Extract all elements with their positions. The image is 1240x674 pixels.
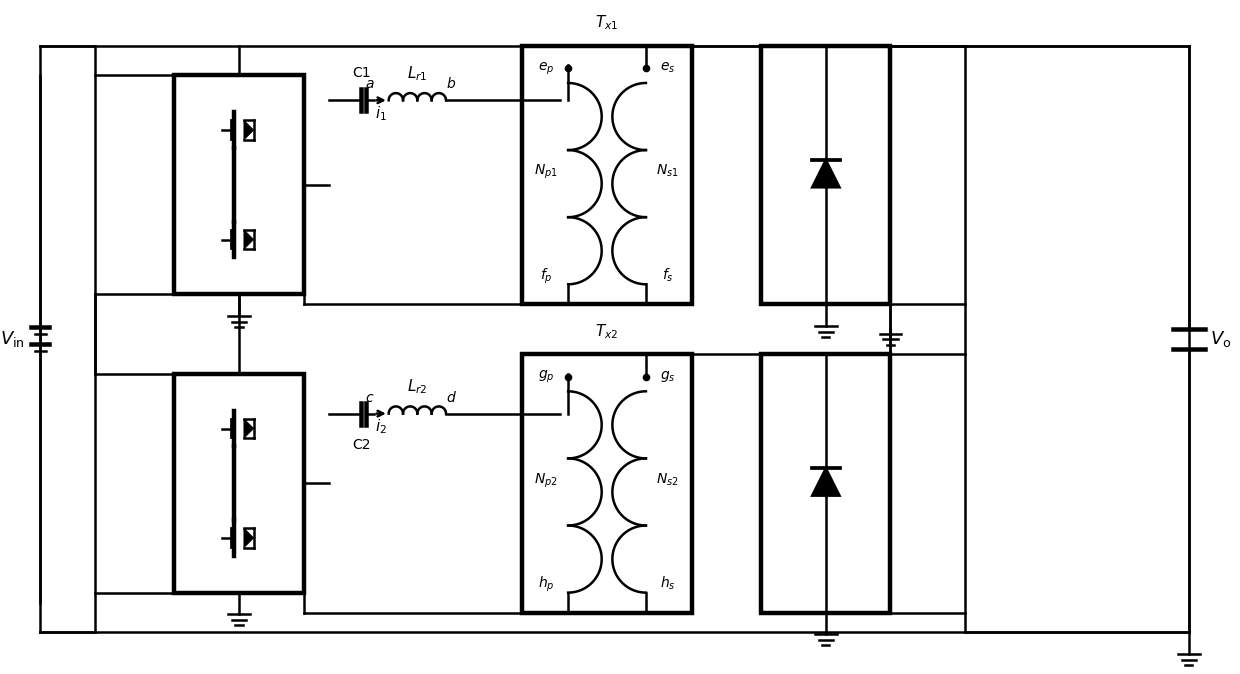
Text: $V_{\rm o}$: $V_{\rm o}$	[1210, 329, 1231, 349]
Polygon shape	[244, 230, 254, 249]
Text: $i_1$: $i_1$	[376, 104, 387, 123]
Bar	[522, 46, 692, 304]
Text: $L_{r1}$: $L_{r1}$	[407, 65, 428, 83]
Bar	[522, 354, 692, 613]
Bar	[175, 374, 304, 592]
Text: $N_{s2}$: $N_{s2}$	[656, 471, 680, 487]
Bar	[175, 75, 304, 295]
Text: $N_{p2}$: $N_{p2}$	[534, 471, 558, 489]
Text: $i_2$: $i_2$	[376, 417, 387, 436]
Text: $g_s$: $g_s$	[660, 369, 676, 384]
Text: $d$: $d$	[445, 390, 456, 404]
Text: $e_p$: $e_p$	[538, 61, 554, 77]
Text: $T_{x1}$: $T_{x1}$	[595, 13, 619, 32]
Text: $N_{s1}$: $N_{s1}$	[656, 163, 680, 179]
Text: $a$: $a$	[365, 78, 374, 92]
Polygon shape	[244, 419, 254, 438]
Text: $f_s$: $f_s$	[662, 266, 673, 284]
Bar	[761, 46, 890, 304]
Text: $e_s$: $e_s$	[660, 61, 676, 75]
Text: $b$: $b$	[446, 76, 456, 92]
Text: $g_p$: $g_p$	[538, 369, 554, 385]
Text: $N_{p1}$: $N_{p1}$	[534, 163, 558, 181]
Bar	[761, 354, 890, 613]
Text: $V_{\rm in}$: $V_{\rm in}$	[0, 329, 25, 349]
Text: $L_{r2}$: $L_{r2}$	[407, 378, 428, 396]
Text: $f_p$: $f_p$	[539, 266, 553, 286]
Polygon shape	[812, 468, 839, 495]
Polygon shape	[812, 160, 839, 187]
Text: $h_s$: $h_s$	[660, 575, 676, 592]
Text: $T_{x2}$: $T_{x2}$	[595, 322, 619, 340]
Polygon shape	[244, 120, 254, 140]
Text: $h_p$: $h_p$	[538, 575, 554, 594]
Polygon shape	[244, 528, 254, 548]
Text: C1: C1	[352, 66, 371, 80]
Text: $c$: $c$	[365, 391, 374, 404]
Text: C2: C2	[352, 439, 371, 452]
